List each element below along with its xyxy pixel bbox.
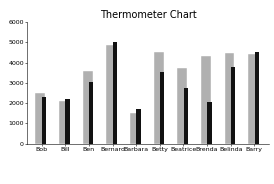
- Bar: [130, 113, 140, 144]
- Bar: [231, 67, 235, 144]
- Bar: [89, 82, 93, 144]
- Bar: [59, 101, 69, 144]
- Bar: [255, 52, 259, 144]
- Bar: [83, 71, 93, 144]
- Bar: [184, 88, 188, 144]
- Bar: [136, 109, 141, 144]
- Bar: [225, 54, 235, 144]
- Bar: [207, 102, 212, 144]
- Bar: [248, 54, 258, 144]
- Bar: [113, 42, 117, 144]
- Bar: [160, 72, 164, 144]
- Bar: [201, 56, 211, 144]
- Bar: [106, 45, 116, 144]
- Legend: TARGET, ACTUAL: TARGET, ACTUAL: [117, 182, 179, 184]
- Bar: [154, 52, 164, 144]
- Bar: [35, 93, 45, 144]
- Bar: [65, 99, 70, 144]
- Title: Thermometer Chart: Thermometer Chart: [99, 10, 196, 20]
- Bar: [42, 97, 46, 144]
- Bar: [177, 68, 187, 144]
